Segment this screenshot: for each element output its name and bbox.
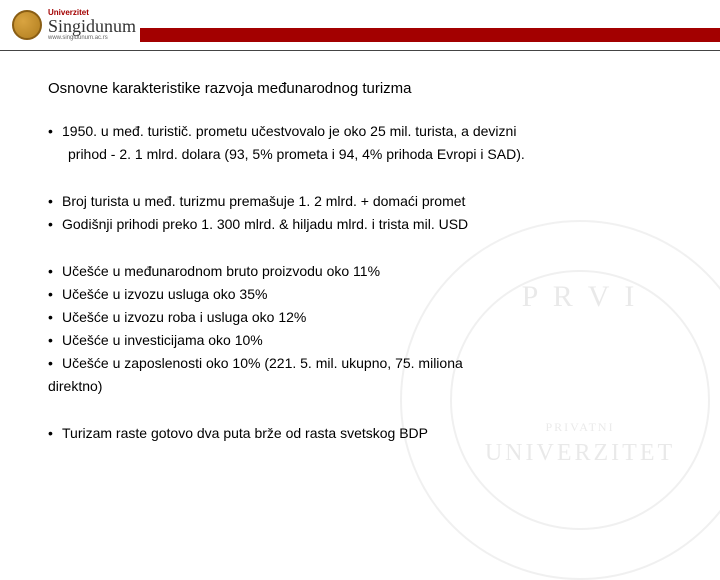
bullet-text: Učešće u međunarodnom bruto proizvodu ok…	[62, 261, 672, 282]
bullet-text: Godišnji prihodi preko 1. 300 mlrd. & hi…	[62, 214, 672, 235]
logo-title: Singidunum	[48, 17, 136, 35]
logo-url: www.singidunum.ac.rs	[48, 35, 136, 41]
list-item: • Učešće u međunarodnom bruto proizvodu …	[48, 261, 672, 282]
bullet-icon: •	[48, 330, 62, 351]
bullet-text: Učešće u izvozu usluga oko 35%	[62, 284, 672, 305]
slide-header: Univerzitet Singidunum www.singidunum.ac…	[0, 0, 720, 50]
list-item: • Turizam raste gotovo dva puta brže od …	[48, 423, 672, 444]
header-accent-bar	[140, 28, 720, 42]
list-item: • 1950. u međ. turistič. prometu učestvo…	[48, 121, 672, 142]
bullet-text: Učešće u izvozu roba i usluga oko 12%	[62, 307, 672, 328]
watermark-line3: UNIVERZITET	[400, 440, 720, 467]
bullet-text-continued: prihod - 2. 1 mlrd. dolara (93, 5% prome…	[48, 144, 672, 165]
slide-title: Osnovne karakteristike razvoja međunarod…	[48, 80, 672, 97]
bullet-text: Broj turista u međ. turizmu premašuje 1.…	[62, 191, 672, 212]
logo-badge-icon	[12, 10, 42, 40]
bullet-icon: •	[48, 353, 62, 374]
bullet-icon: •	[48, 191, 62, 212]
bullet-text-continued: direktno)	[48, 376, 672, 397]
bullet-text: 1950. u međ. turistič. prometu učestvova…	[62, 121, 672, 142]
logo: Univerzitet Singidunum www.singidunum.ac…	[0, 9, 136, 41]
bullet-text: Učešće u investicijama oko 10%	[62, 330, 672, 351]
bullet-icon: •	[48, 261, 62, 282]
list-item: • Učešće u investicijama oko 10%	[48, 330, 672, 351]
slide-content: Osnovne karakteristike razvoja međunarod…	[0, 50, 720, 444]
list-item: • Godišnji prihodi preko 1. 300 mlrd. & …	[48, 214, 672, 235]
bullet-icon: •	[48, 284, 62, 305]
list-item: • Učešće u zaposlenosti oko 10% (221. 5.…	[48, 353, 672, 374]
bullet-text: Turizam raste gotovo dva puta brže od ra…	[62, 423, 672, 444]
bullet-group-4: • Turizam raste gotovo dva puta brže od …	[48, 423, 672, 444]
list-item: • Učešće u izvozu roba i usluga oko 12%	[48, 307, 672, 328]
bullet-group-2: • Broj turista u međ. turizmu premašuje …	[48, 191, 672, 235]
list-item: • Učešće u izvozu usluga oko 35%	[48, 284, 672, 305]
bullet-text: Učešće u zaposlenosti oko 10% (221. 5. m…	[62, 353, 672, 374]
bullet-icon: •	[48, 307, 62, 328]
bullet-icon: •	[48, 121, 62, 142]
logo-text: Univerzitet Singidunum www.singidunum.ac…	[48, 9, 136, 41]
list-item: • Broj turista u međ. turizmu premašuje …	[48, 191, 672, 212]
bullet-icon: •	[48, 214, 62, 235]
bullet-icon: •	[48, 423, 62, 444]
bullet-group-1: • 1950. u međ. turistič. prometu učestvo…	[48, 121, 672, 165]
bullet-group-3: • Učešće u međunarodnom bruto proizvodu …	[48, 261, 672, 397]
